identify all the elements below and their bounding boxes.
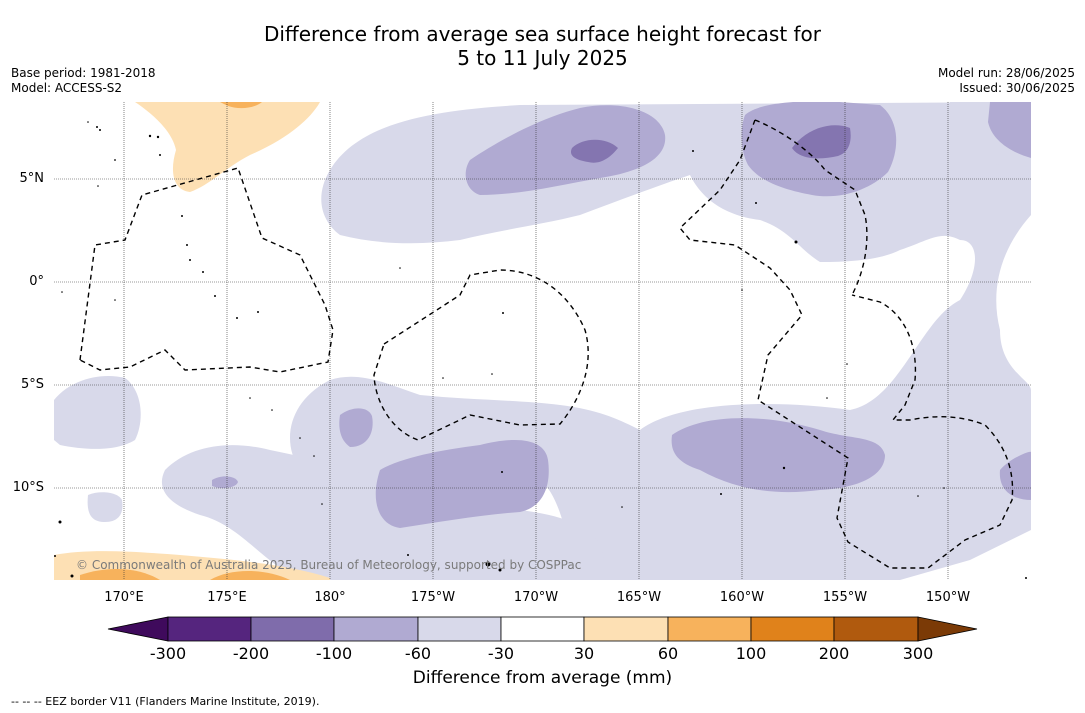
map-title-line2: 5 to 11 July 2025	[457, 46, 628, 70]
colorbar-tick: 200	[818, 644, 850, 663]
colorbar	[107, 616, 978, 642]
issued-date: Issued: 30/06/2025	[959, 81, 1075, 95]
colorbar-tick: -300	[149, 644, 187, 663]
islands	[54, 121, 1027, 579]
anomaly-neg-100-200	[570, 125, 851, 163]
colorbar-extend-high	[917, 616, 978, 642]
model-run: Model run: 28/06/2025	[937, 66, 1075, 80]
eez-borders	[79, 119, 1014, 569]
lat-label: 0°	[29, 274, 44, 289]
lon-label: 180°	[314, 590, 346, 605]
colorbar-tick: -30	[487, 644, 515, 663]
colorbar-tick: -200	[232, 644, 270, 663]
lon-label: 150°W	[925, 590, 971, 605]
lon-label: 175°E	[207, 590, 247, 605]
colorbar-tick: 100	[735, 644, 767, 663]
colorbar-tick: 300	[902, 644, 934, 663]
meta-right: Model run: 28/06/2025 Issued: 30/06/2025	[938, 66, 1075, 96]
copyright-notice: © Commonwealth of Australia 2025, Bureau…	[76, 558, 582, 572]
colorbar-tick: 60	[657, 644, 679, 663]
lat-label: 5°N	[19, 171, 45, 186]
graticule	[54, 102, 1031, 580]
map-title-line1: Difference from average sea surface heig…	[263, 22, 822, 46]
lon-label: 175°W	[410, 590, 456, 605]
lat-label: 10°S	[12, 480, 44, 495]
lon-label: 165°W	[616, 590, 662, 605]
colorbar-extend-low	[107, 616, 169, 642]
lon-label: 170°E	[104, 590, 144, 605]
meta-left: Base period: 1981-2018 Model: ACCESS-S2	[11, 66, 156, 96]
colorbar-title: Difference from average (mm)	[412, 668, 673, 688]
lon-label: 170°W	[513, 590, 559, 605]
eez-legend: -- -- -- EEZ border V11 (Flanders Marine…	[11, 695, 320, 708]
base-period: Base period: 1981-2018	[11, 66, 156, 80]
colorbar-tick: 30	[573, 644, 595, 663]
colorbar-tick: -60	[404, 644, 432, 663]
model-name: Model: ACCESS-S2	[11, 81, 123, 95]
colorbar-tick: -100	[315, 644, 353, 663]
lon-label: 160°W	[719, 590, 765, 605]
lon-label: 155°W	[822, 590, 868, 605]
anomaly-positive	[54, 102, 330, 580]
lat-label: 5°S	[20, 377, 44, 392]
anomaly-neg-60-100	[212, 102, 1031, 528]
